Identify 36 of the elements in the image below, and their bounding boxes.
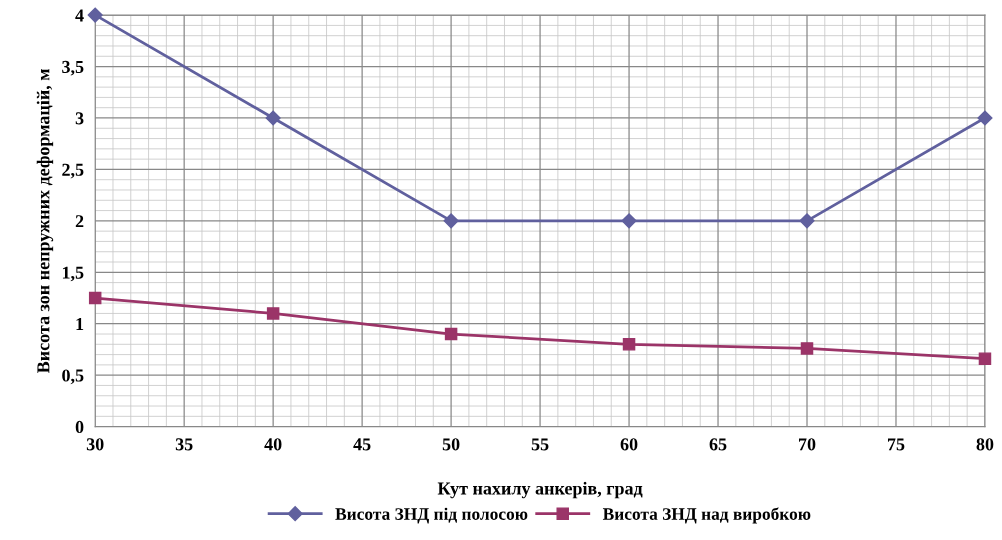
legend-label: Висота ЗНД під полосою [335,507,528,524]
point [444,327,458,341]
point [978,352,992,365]
y-tick-label: 4 [75,9,84,22]
y-axis-title: Висота зон непружних деформацій, м [36,69,54,373]
x-tick-label: 65 [709,438,727,451]
y-tick-label: 0 [75,420,84,434]
x-tick-label: 30 [86,438,104,451]
x-tick-label: 40 [264,438,282,451]
point [266,307,280,320]
y-tick-label: 2 [75,215,84,228]
x-tick-label: 70 [799,438,816,451]
x-tick-label: 75 [887,438,905,451]
x-tick-label: 60 [620,438,638,451]
y-tick-label: 3 [75,112,84,125]
point [443,213,459,229]
point [265,110,281,126]
point [622,338,636,351]
x-tick-label: 55 [531,438,549,451]
point [87,7,103,23]
x-axis-title: Кут нахилу анкерів, град [437,481,643,499]
point [800,342,814,355]
x-tick-label: 35 [175,438,193,451]
legend-label: Висота ЗНД над виробкою [602,507,811,524]
y-tick-label: 3,5 [62,60,84,76]
point [799,213,815,229]
y-tick-label: 1,5 [62,266,84,282]
x-tick-label: 50 [442,438,460,451]
point [621,213,637,229]
point [88,291,102,305]
y-tick-label: 1 [76,318,84,330]
y-tick-label: 0,5 [62,369,84,385]
x-tick-label: 45 [353,438,371,451]
x-tick-label: 80 [976,438,994,451]
y-tick-label: 2,5 [62,163,84,179]
point [977,110,993,126]
